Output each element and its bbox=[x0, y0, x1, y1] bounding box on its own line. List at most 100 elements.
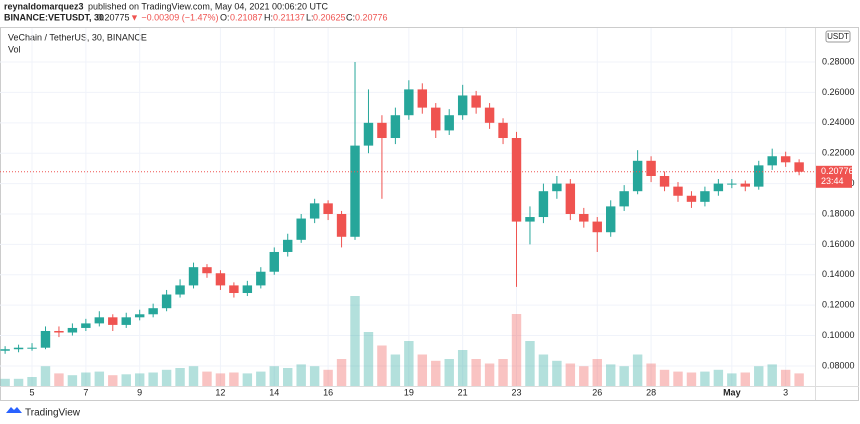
volume-bar bbox=[377, 345, 387, 386]
l-label: L: bbox=[306, 12, 314, 22]
y-tick-label: 0.16000 bbox=[822, 239, 855, 249]
candle-body bbox=[148, 308, 158, 315]
candle-body bbox=[350, 145, 360, 237]
candle-body bbox=[606, 206, 616, 233]
candle-body bbox=[336, 213, 347, 237]
candle-body bbox=[202, 267, 212, 274]
volume-bar bbox=[417, 354, 428, 386]
volume-bar bbox=[780, 369, 791, 386]
footer-brand: TradingView bbox=[25, 408, 81, 419]
candle-body bbox=[404, 89, 414, 116]
candle-body bbox=[0, 349, 10, 351]
volume-bar bbox=[54, 373, 64, 386]
volume-bar bbox=[767, 364, 777, 386]
volume-bar bbox=[498, 359, 508, 386]
volume-bar bbox=[484, 363, 495, 386]
last-price-box bbox=[816, 165, 852, 188]
volume-bar bbox=[363, 332, 374, 386]
volume-bar bbox=[134, 373, 145, 386]
candle-body bbox=[390, 115, 401, 139]
candle-body bbox=[175, 285, 185, 295]
candle-body bbox=[754, 165, 764, 187]
candle-body bbox=[579, 213, 589, 222]
volume-bar bbox=[121, 374, 131, 386]
countdown: 23:44 bbox=[821, 176, 844, 186]
candle-body bbox=[659, 176, 670, 187]
candle-body bbox=[646, 160, 656, 176]
volume-bar bbox=[242, 373, 253, 386]
volume-bar bbox=[632, 354, 643, 386]
author: reynaldomarquez3 bbox=[4, 1, 84, 11]
candle-body bbox=[94, 317, 105, 324]
candle-body bbox=[40, 330, 51, 348]
candle-body bbox=[538, 191, 549, 218]
volume-bar bbox=[296, 364, 306, 386]
y-tick-label: 0.10000 bbox=[822, 330, 855, 340]
y-tick-label: 0.12000 bbox=[822, 300, 855, 310]
volume-bar bbox=[0, 378, 10, 386]
y-tick-label: 0.14000 bbox=[822, 269, 855, 279]
volume-bar bbox=[673, 371, 683, 386]
volume-bar bbox=[740, 372, 750, 386]
candle-body bbox=[309, 203, 320, 219]
volume-bar bbox=[175, 368, 185, 386]
o-value: 0.21087 bbox=[230, 12, 263, 22]
y-tick-label: 0.22000 bbox=[822, 148, 855, 158]
volume-bar bbox=[471, 359, 481, 386]
volume-bar bbox=[94, 371, 105, 386]
x-tick-label: 19 bbox=[404, 387, 414, 397]
candle-body bbox=[767, 156, 777, 166]
x-tick-label: 12 bbox=[215, 387, 225, 397]
volume-bar bbox=[67, 375, 78, 386]
volume-bar bbox=[686, 372, 697, 386]
candle-body bbox=[377, 122, 387, 139]
x-tick-label: 23 bbox=[511, 387, 521, 397]
h-label: H: bbox=[264, 12, 273, 22]
volume-bar bbox=[525, 341, 535, 386]
volume-bar bbox=[202, 371, 212, 386]
volume-bar bbox=[538, 354, 549, 386]
volume-bar bbox=[161, 369, 172, 386]
x-tick-label: 5 bbox=[30, 387, 35, 397]
x-tick-label: 7 bbox=[83, 387, 88, 397]
candle-body bbox=[727, 183, 737, 185]
y-tick-label: 0.28000 bbox=[822, 56, 855, 66]
candle-body bbox=[134, 314, 145, 318]
x-tick-label: 26 bbox=[592, 387, 602, 397]
candle-body bbox=[511, 138, 522, 222]
volume-bar bbox=[592, 359, 602, 386]
candle-body bbox=[108, 317, 118, 325]
volume-bar bbox=[579, 366, 589, 386]
volume-bar bbox=[283, 368, 293, 386]
candle-body bbox=[188, 267, 199, 286]
candle-body bbox=[619, 191, 629, 207]
h-value: 0.21137 bbox=[273, 12, 305, 22]
currency: USDT bbox=[827, 32, 849, 41]
x-tick-label: 14 bbox=[269, 387, 279, 397]
candle-body bbox=[323, 203, 333, 214]
volume-bar bbox=[108, 375, 118, 386]
volume-bar bbox=[727, 373, 737, 386]
x-tick-label: 28 bbox=[646, 387, 656, 397]
candle-body bbox=[67, 327, 78, 333]
volume-bar bbox=[269, 366, 279, 386]
x-tick-label: 3 bbox=[783, 387, 788, 397]
candle-body bbox=[431, 107, 441, 131]
volume-bar bbox=[215, 373, 226, 386]
l-value: 0.20625 bbox=[313, 12, 346, 22]
candle-body bbox=[27, 347, 37, 349]
candle-body bbox=[686, 195, 697, 202]
logo bbox=[6, 407, 22, 413]
candle-body bbox=[552, 183, 562, 192]
candle-body bbox=[632, 160, 643, 192]
volume-bar bbox=[552, 360, 562, 386]
candle-body bbox=[780, 156, 791, 163]
volume-bar bbox=[350, 296, 360, 386]
change: ▼ −0.00309 (−1.47%) bbox=[130, 12, 218, 22]
candle-body bbox=[417, 89, 428, 108]
price: 0.20775 bbox=[97, 12, 130, 22]
currency-box bbox=[825, 30, 851, 43]
volume-bar bbox=[606, 364, 616, 386]
candle-body bbox=[740, 183, 750, 187]
